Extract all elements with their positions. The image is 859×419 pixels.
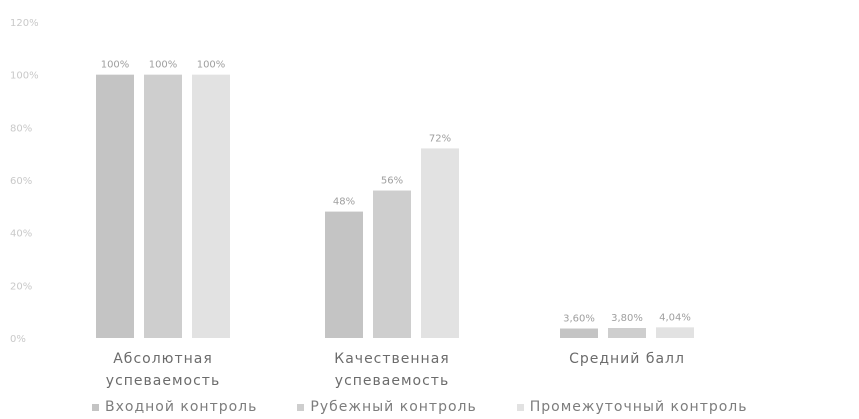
legend-label: Входной контроль (105, 399, 258, 415)
y-tick-label: 120% (10, 18, 39, 29)
category-label: Средний балл (569, 351, 685, 367)
legend: Входной контроль Рубежный контроль Проме… (92, 399, 748, 415)
bar (560, 328, 598, 338)
data-label: 56% (381, 176, 403, 187)
data-label: 4,04% (659, 312, 691, 323)
legend-label: Промежуточный контроль (529, 399, 748, 415)
legend-swatch (516, 403, 524, 411)
category-label: Абсолютная (113, 351, 213, 367)
bar (608, 327, 646, 338)
bar (96, 74, 134, 339)
y-tick-label: 0% (10, 334, 26, 345)
data-label: 72% (429, 133, 451, 144)
category-label: успеваемость (106, 373, 220, 389)
bar (192, 74, 230, 339)
data-label: 100% (197, 60, 226, 71)
legend-item-milestone-control: Рубежный контроль (297, 399, 476, 415)
bar (656, 327, 694, 338)
y-tick-label: 60% (10, 176, 32, 187)
legend-label: Рубежный контроль (310, 399, 477, 415)
bar (325, 211, 363, 338)
y-tick-label: 40% (10, 229, 32, 240)
bar (373, 190, 411, 338)
data-label: 100% (149, 60, 178, 71)
legend-swatch (92, 403, 99, 411)
legend-swatch (297, 403, 305, 411)
bar (144, 74, 182, 339)
y-tick-label: 100% (10, 71, 39, 82)
y-tick-label: 20% (10, 281, 32, 292)
bar (421, 148, 459, 338)
data-label: 100% (101, 60, 130, 71)
category-label: Качественная (334, 351, 449, 367)
category-label: успеваемость (335, 373, 449, 389)
legend-item-intermediate-control: Промежуточный контроль (516, 399, 748, 415)
data-label: 3,80% (611, 313, 643, 324)
legend-item-input-control: Входной контроль (92, 399, 257, 415)
y-tick-label: 80% (10, 123, 32, 134)
data-label: 3,60% (563, 314, 595, 325)
data-label: 48% (333, 197, 355, 208)
